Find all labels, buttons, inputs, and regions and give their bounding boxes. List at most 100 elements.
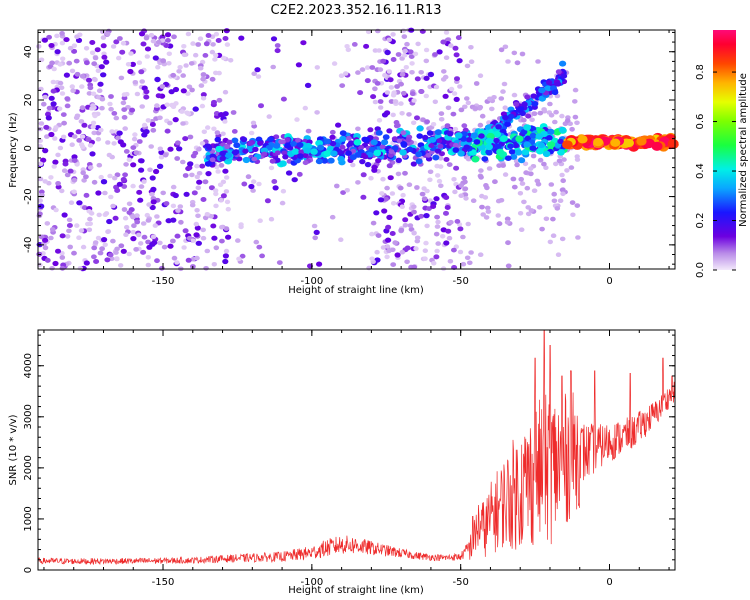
spectrogram-cell — [415, 151, 422, 157]
spectrogram-cell — [194, 208, 199, 213]
spectrogram-cell — [505, 240, 511, 245]
spectrogram-cell — [409, 70, 415, 75]
spectrogram-cell — [121, 101, 127, 106]
spectrogram-cell — [57, 62, 62, 67]
spectrogram-cell — [384, 255, 389, 260]
spectrogram-cell — [123, 162, 129, 167]
spectrogram-cell — [495, 144, 502, 150]
y-tick-label: 4000 — [23, 353, 34, 378]
spectrogram-cell — [555, 206, 561, 211]
spectrogram-cell — [561, 73, 567, 78]
spectrogram-cell — [573, 88, 579, 93]
spectrogram-cell — [248, 184, 254, 189]
spectrogram-cell — [445, 229, 451, 234]
spectrogram-cell — [455, 132, 463, 138]
spectrogram-cell — [523, 142, 530, 148]
spectrogram-cell — [365, 78, 371, 83]
spectrogram-cell — [75, 72, 81, 77]
spectrogram-cell — [151, 234, 156, 239]
spectrogram-cell — [160, 84, 166, 89]
colorbar: 0.0 0.2 0.4 0.6 0.8 Normalized spectral ampl… — [695, 30, 749, 278]
spectrogram-cell — [466, 222, 471, 227]
spectrogram-cell — [306, 129, 312, 134]
spectrogram-cell — [330, 215, 336, 220]
spectrogram-xlabel: Height of straight line (km) — [288, 285, 424, 296]
spectrogram-cell — [116, 56, 121, 61]
spectrogram-cell — [610, 139, 620, 147]
spectrogram-cell — [377, 118, 382, 123]
spectrogram-cell — [271, 36, 277, 41]
spectrogram-cell — [411, 205, 417, 210]
y-tick-label: 2000 — [23, 455, 34, 480]
spectrogram-cell — [275, 48, 281, 53]
spectrogram-cell — [373, 210, 379, 215]
y-tick-label: 3000 — [23, 404, 34, 429]
spectrogram-cell — [205, 249, 211, 254]
spectrogram-cell — [441, 77, 447, 82]
spectrogram-cell — [415, 236, 421, 241]
spectrogram-cell — [233, 149, 240, 154]
spectrogram-cell — [548, 240, 553, 245]
spectrogram-cell — [117, 36, 123, 41]
spectrogram-cell — [38, 162, 43, 167]
spectrogram-cell — [190, 41, 195, 46]
spectrogram-cell — [303, 160, 309, 165]
spectrogram-cell — [363, 137, 370, 143]
spectrogram-cell — [146, 218, 152, 223]
spectrogram-cell — [499, 96, 505, 101]
spectrogram-cell — [380, 177, 385, 182]
spectrogram-cell — [370, 94, 376, 99]
spectrogram-cell — [275, 43, 281, 48]
spectrogram-cell — [552, 120, 558, 125]
spectrogram-cell — [67, 218, 73, 223]
spectrogram-cell — [53, 125, 58, 130]
spectrogram-cell — [282, 154, 288, 159]
spectrogram-cell — [286, 170, 292, 175]
spectrogram-cell — [176, 146, 182, 151]
spectrogram-cell — [171, 204, 176, 209]
spectrogram-cell — [68, 46, 74, 51]
spectrogram-cell — [162, 245, 168, 250]
spectrogram-cell — [426, 153, 432, 158]
spectrogram-cell — [424, 48, 429, 53]
spectrogram-cell — [119, 76, 125, 81]
spectrogram-cell — [97, 163, 103, 168]
spectrogram-cell — [130, 215, 136, 220]
y-tick-label: 1000 — [23, 506, 34, 531]
spectrogram-cell — [451, 177, 456, 182]
spectrogram-cell — [423, 241, 428, 246]
spectrogram-cell — [391, 113, 396, 118]
spectrogram-cell — [184, 192, 190, 197]
spectrogram-cell — [453, 166, 459, 171]
spectrogram-cell — [428, 170, 434, 175]
spectrogram-cell — [541, 107, 547, 112]
spectrogram-cell — [270, 65, 276, 70]
colorbar-tick-label: 0.2 — [695, 213, 706, 229]
spectrogram-cell — [339, 83, 345, 88]
spectrogram-cell — [448, 43, 453, 48]
spectrogram-cell — [314, 110, 320, 115]
spectrogram-cell — [410, 91, 416, 96]
spectrogram-cell — [79, 119, 85, 124]
spectrogram-cell — [532, 101, 539, 107]
spectrogram-panel: -150 -100 -50 0-40-2002040 Height of straig… — [8, 28, 679, 296]
spectrogram-cell — [532, 188, 538, 193]
spectrogram-cell — [95, 47, 101, 52]
spectrogram-cell — [176, 69, 182, 74]
spectrogram-cell — [388, 175, 394, 180]
spectrogram-cell — [454, 76, 460, 81]
spectrogram-cell — [64, 73, 70, 78]
spectrogram-cell — [478, 73, 483, 78]
spectrogram-cell — [556, 252, 561, 257]
spectrogram-cell — [539, 227, 545, 232]
spectrogram-cell — [385, 225, 391, 230]
y-tick-label: -40 — [23, 237, 34, 253]
spectrogram-cell — [386, 128, 392, 133]
y-tick-label: -20 — [23, 188, 34, 204]
spectrogram-cell — [100, 72, 106, 77]
spectrogram-cell — [196, 180, 202, 185]
spectrogram-cell — [346, 48, 351, 53]
spectrogram-cell — [189, 88, 195, 93]
spectrogram-cell — [312, 235, 318, 240]
spectrogram-cell — [146, 263, 151, 268]
